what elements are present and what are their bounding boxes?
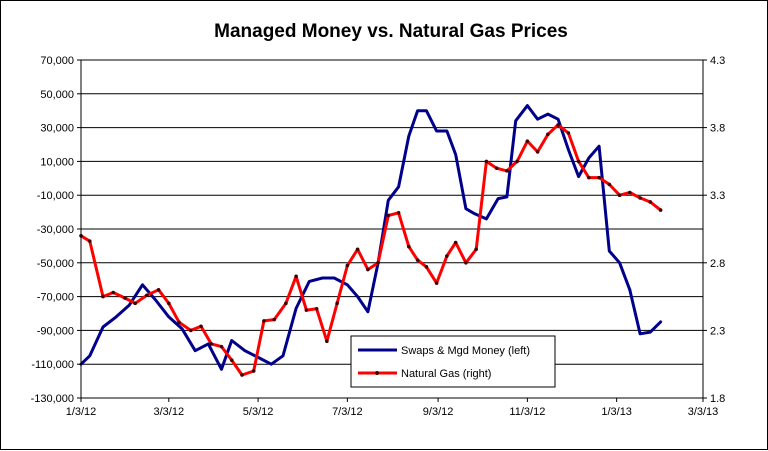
data-point-natural-gas <box>376 261 380 265</box>
data-point-natural-gas <box>445 254 449 258</box>
data-point-natural-gas <box>407 244 411 249</box>
data-point-natural-gas <box>535 150 540 154</box>
data-point-natural-gas <box>396 210 401 215</box>
data-point-natural-gas <box>199 324 203 329</box>
right-axis-tick-label: 3.3 <box>710 190 725 202</box>
data-point-natural-gas <box>658 208 663 212</box>
data-point-natural-gas <box>345 263 350 268</box>
legend: Swaps & Mgd Money (left) Natural Gas (ri… <box>350 335 556 388</box>
data-point-natural-gas <box>434 281 439 285</box>
data-point-natural-gas <box>188 328 193 333</box>
right-axis-tick-label: 3.8 <box>710 123 725 135</box>
data-point-natural-gas <box>145 293 149 298</box>
left-axis-tick-label: -130,000 <box>31 393 74 405</box>
data-point-natural-gas <box>262 319 266 323</box>
data-point-natural-gas <box>87 239 92 243</box>
data-point-natural-gas <box>415 258 420 262</box>
series-line-swaps-mgd-money <box>79 104 632 371</box>
data-point-natural-gas <box>219 344 224 349</box>
left-axis-tick-label: 30,000 <box>40 123 74 135</box>
right-axis-tick-label: 4.3 <box>710 55 725 67</box>
data-point-natural-gas <box>525 139 530 143</box>
data-point-natural-gas <box>123 296 127 300</box>
data-point-natural-gas <box>546 132 550 137</box>
data-point-natural-gas <box>177 320 181 325</box>
x-axis-tick-label: 1/3/12 <box>66 406 97 418</box>
chart-title: Managed Money vs. Natural Gas Prices <box>214 21 568 42</box>
right-axis-tick-label: 1.8 <box>710 393 725 405</box>
data-point-natural-gas <box>240 373 244 377</box>
left-axis-tick-label: -90,000 <box>37 325 74 337</box>
left-axis-tick-label: -110,000 <box>31 359 74 371</box>
left-axis-tick-label: -10,000 <box>37 190 74 202</box>
data-point-natural-gas <box>638 196 642 200</box>
left-axis-tick-label: 10,000 <box>40 156 74 168</box>
axes: -130,000 -110,000 -90,000 -70,000 -50,000 -30… <box>31 55 726 418</box>
data-point-natural-gas <box>335 301 339 306</box>
series-line-swaps-mgd-money <box>628 288 663 336</box>
data-point-natural-gas <box>576 159 581 164</box>
x-axis-tick-label: 5/3/12 <box>243 406 274 418</box>
data-point-natural-gas <box>474 247 478 252</box>
legend-box <box>350 335 556 388</box>
data-point-natural-gas <box>229 358 234 362</box>
data-point-natural-gas <box>111 290 115 295</box>
data-point-natural-gas <box>272 317 276 322</box>
data-point-natural-gas <box>607 182 612 187</box>
x-axis-tick-label: 9/3/12 <box>423 406 454 418</box>
data-point-natural-gas <box>505 169 509 173</box>
data-point-natural-gas <box>167 301 171 306</box>
data-point-natural-gas <box>304 308 309 312</box>
data-point-natural-gas <box>314 306 319 311</box>
data-point-natural-gas <box>566 131 571 135</box>
data-point-natural-gas <box>133 301 137 306</box>
data-point-natural-gas <box>386 213 391 218</box>
data-point-natural-gas <box>515 159 519 164</box>
data-point-natural-gas <box>494 166 499 170</box>
data-point-natural-gas <box>325 339 329 344</box>
x-axis-tick-label: 3/3/13 <box>688 406 719 418</box>
right-axis-tick-label: 2.8 <box>710 258 725 270</box>
data-point-natural-gas <box>556 123 560 127</box>
x-axis-tick-label: 3/3/12 <box>154 406 185 418</box>
data-point-natural-gas <box>284 301 288 306</box>
legend-label-swaps: Swaps & Mgd Money (left) <box>401 345 530 357</box>
x-axis-tick-label: 7/3/12 <box>332 406 363 418</box>
data-point-natural-gas <box>156 288 161 292</box>
x-axis-tick-label: 11/3/12 <box>509 406 545 418</box>
legend-marker-natural-gas <box>375 371 379 375</box>
data-point-natural-gas <box>453 240 458 245</box>
data-point-natural-gas <box>587 175 591 180</box>
data-point-natural-gas <box>617 193 622 197</box>
data-point-natural-gas <box>597 175 601 180</box>
x-axis-tick-label: 1/3/13 <box>601 406 632 418</box>
series-layer <box>79 104 663 377</box>
data-point-natural-gas <box>209 342 214 346</box>
data-point-natural-gas <box>424 265 429 269</box>
data-point-natural-gas <box>355 247 360 252</box>
left-axis-tick-label: -50,000 <box>37 258 74 270</box>
data-point-natural-gas <box>294 274 298 279</box>
data-point-natural-gas <box>628 190 632 195</box>
data-point-natural-gas <box>484 159 489 164</box>
left-axis-tick-label: 70,000 <box>40 55 74 67</box>
data-point-natural-gas <box>648 200 653 204</box>
left-axis-tick-label: -30,000 <box>37 224 74 236</box>
right-axis-tick-label: 2.3 <box>710 325 725 337</box>
data-point-natural-gas <box>101 294 105 299</box>
data-point-natural-gas <box>366 267 370 272</box>
data-point-natural-gas <box>251 369 256 373</box>
data-point-natural-gas <box>464 261 468 265</box>
left-axis-tick-label: -70,000 <box>37 292 74 304</box>
legend-label-natural-gas: Natural Gas (right) <box>401 368 491 380</box>
left-axis-tick-label: 50,000 <box>40 89 74 101</box>
